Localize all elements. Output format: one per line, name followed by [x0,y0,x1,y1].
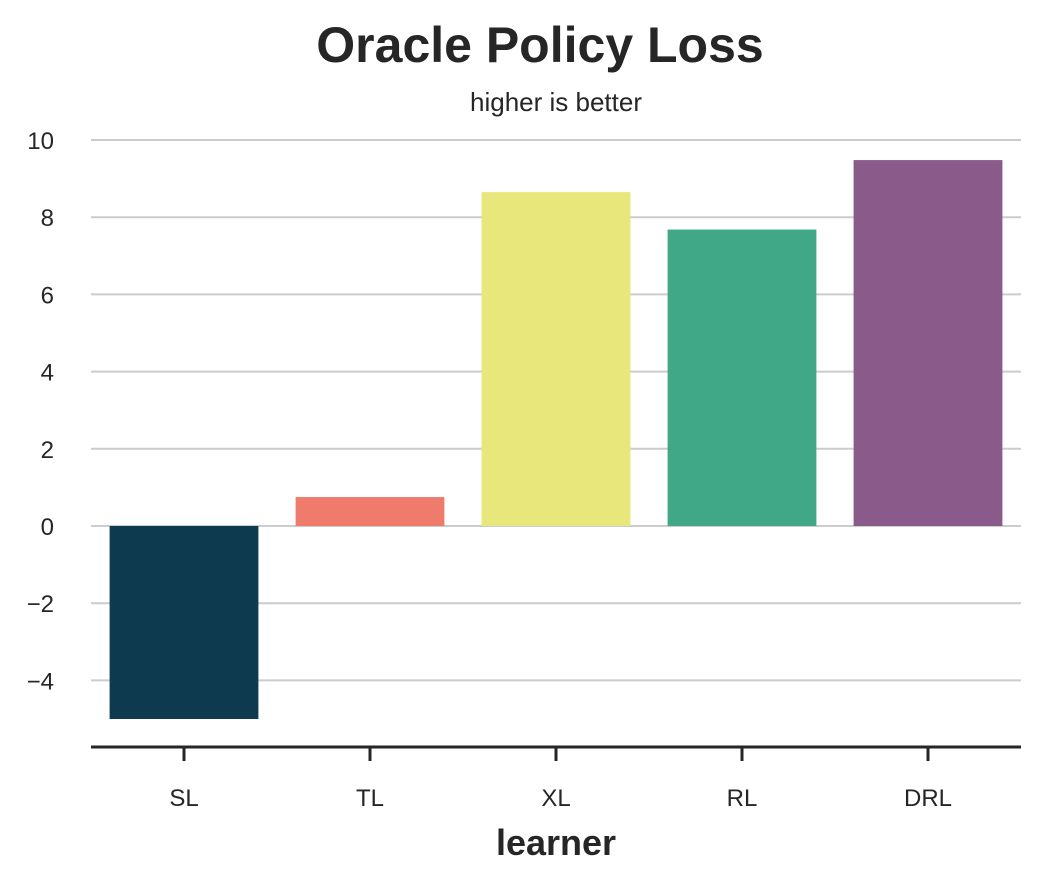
bar-xl [481,192,631,527]
y-tick-label: 8 [41,205,54,232]
x-tick-label: DRL [904,785,952,812]
y-tick-label: 10 [27,128,54,155]
chart-subtitle: higher is better [470,87,642,117]
y-axis-ticks: −4 −2 0 2 4 6 8 10 [27,128,54,695]
y-tick-label: 4 [41,360,54,387]
bar-tl [295,497,445,526]
bar-sl [109,526,259,719]
y-tick-label: 2 [41,437,54,464]
x-tick-label: SL [169,785,198,812]
bar-rl [667,229,817,526]
y-tick-label: −2 [27,591,54,618]
x-tick-label: TL [356,785,384,812]
x-axis-label: learner [496,822,616,863]
y-tick-label: 0 [41,514,54,541]
x-axis-ticks: SL TL XL RL DRL [169,747,952,812]
chart-title: Oracle Policy Loss [316,17,763,73]
y-tick-label: 6 [41,282,54,309]
y-tick-label: −4 [27,668,54,695]
bars [109,160,1003,719]
bar-drl [853,160,1003,526]
x-tick-label: RL [727,785,758,812]
x-tick-label: XL [541,785,570,812]
